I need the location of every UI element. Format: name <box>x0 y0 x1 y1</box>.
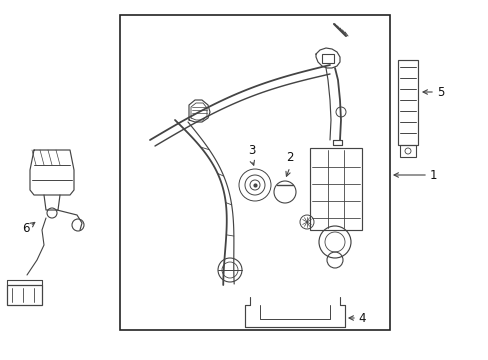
Text: 4: 4 <box>357 311 365 324</box>
Text: 6: 6 <box>22 221 29 234</box>
Text: 3: 3 <box>248 144 255 157</box>
Bar <box>7 285 42 305</box>
Text: 1: 1 <box>429 168 437 181</box>
Text: 5: 5 <box>436 86 444 99</box>
Bar <box>309 148 361 230</box>
Text: 2: 2 <box>285 151 293 164</box>
Bar <box>399 145 415 157</box>
Bar <box>321 54 333 63</box>
Bar <box>120 15 389 330</box>
Bar <box>397 60 417 145</box>
